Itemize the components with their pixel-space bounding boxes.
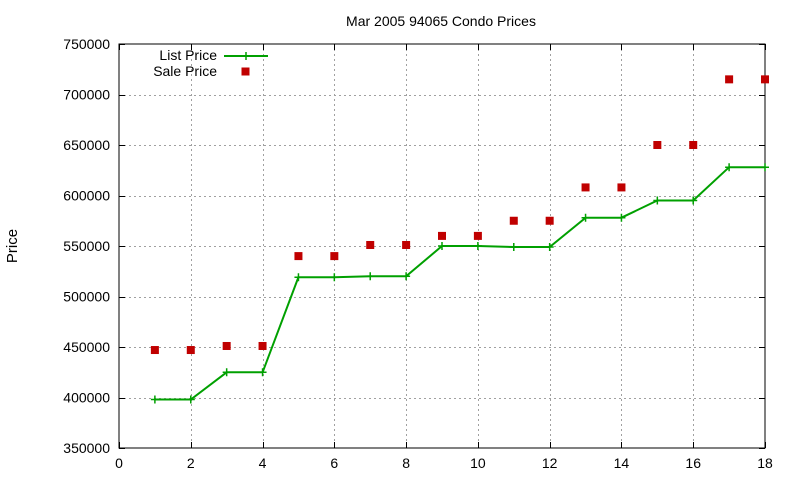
sale-price-point: [402, 240, 411, 249]
sale-price-point: [366, 240, 375, 249]
sale-price-point: [689, 141, 698, 149]
x-tick-label: 16: [685, 455, 701, 471]
y-axis-label: Price: [4, 229, 21, 263]
series-layer: [150, 75, 769, 404]
y-tick-label: 650000: [63, 137, 110, 153]
y-tick-label: 400000: [63, 390, 110, 406]
x-axis-tick-labels: 0 2 4 6 8 10 12 14 16 18: [115, 455, 773, 471]
sale-price-point: [186, 346, 195, 355]
list-price-point: [581, 213, 590, 222]
y-tick-label: 750000: [63, 36, 110, 52]
legend: List Price Sale Price: [153, 47, 268, 79]
sale-price-point: [653, 141, 662, 149]
sale-price-point: [545, 216, 554, 225]
list-price-point: [761, 163, 769, 172]
legend-label-sale-price: Sale Price: [153, 63, 217, 79]
x-tick-label: 8: [402, 455, 410, 471]
sale-price-point: [617, 183, 626, 192]
list-price-point: [473, 242, 482, 250]
sale-price-point: [222, 341, 231, 350]
sale-price-point: [473, 231, 482, 240]
x-tick-label: 12: [542, 455, 558, 471]
list-price-point: [366, 272, 375, 281]
list-price-point: [150, 395, 159, 404]
sale-price-point: [330, 252, 339, 261]
list-price-point: [186, 395, 195, 404]
axis-ticks: [119, 44, 766, 449]
list-price-point: [689, 196, 698, 205]
sale-price-point: [761, 75, 769, 84]
x-tick-label: 6: [330, 455, 338, 471]
x-tick-label: 14: [614, 455, 630, 471]
series-line-list-price: [154, 166, 765, 401]
sale-price-point: [509, 216, 518, 225]
sale-price-point: [258, 341, 267, 350]
legend-label-list-price: List Price: [159, 47, 217, 63]
chart-title: Mar 2005 94065 Condo Prices: [346, 13, 536, 29]
x-tick-label: 2: [187, 455, 195, 471]
y-tick-label: 500000: [63, 289, 110, 305]
y-tick-label: 700000: [63, 87, 110, 103]
y-tick-label: 450000: [63, 339, 110, 355]
x-tick-label: 0: [115, 455, 123, 471]
list-price-point: [294, 273, 303, 282]
list-price-point: [402, 272, 411, 281]
sale-price-point: [294, 252, 303, 261]
legend-marker-list-price: [242, 52, 250, 60]
list-price-point: [330, 273, 339, 282]
x-tick-label: 4: [259, 455, 267, 471]
list-price-point: [653, 196, 662, 205]
y-tick-label: 600000: [63, 188, 110, 204]
list-price-point: [725, 163, 734, 172]
sale-price-point: [581, 183, 590, 192]
list-price-point: [438, 242, 446, 250]
list-price-point: [222, 368, 231, 377]
list-price-point: [258, 368, 267, 377]
list-price-point: [509, 243, 518, 252]
x-tick-label: 18: [757, 455, 773, 471]
y-tick-label: 550000: [63, 238, 110, 254]
y-axis-tick-labels: 350000 400000 450000 500000 550000 600000 6500…: [63, 36, 110, 456]
sale-price-point: [438, 231, 446, 240]
sale-price-point: [150, 346, 159, 355]
legend-marker-sale-price: [241, 67, 250, 76]
list-price-point: [617, 213, 626, 222]
y-tick-label: 350000: [63, 440, 110, 456]
sale-price-point: [725, 75, 734, 84]
list-price-point: [545, 243, 554, 252]
x-tick-label: 10: [470, 455, 486, 471]
